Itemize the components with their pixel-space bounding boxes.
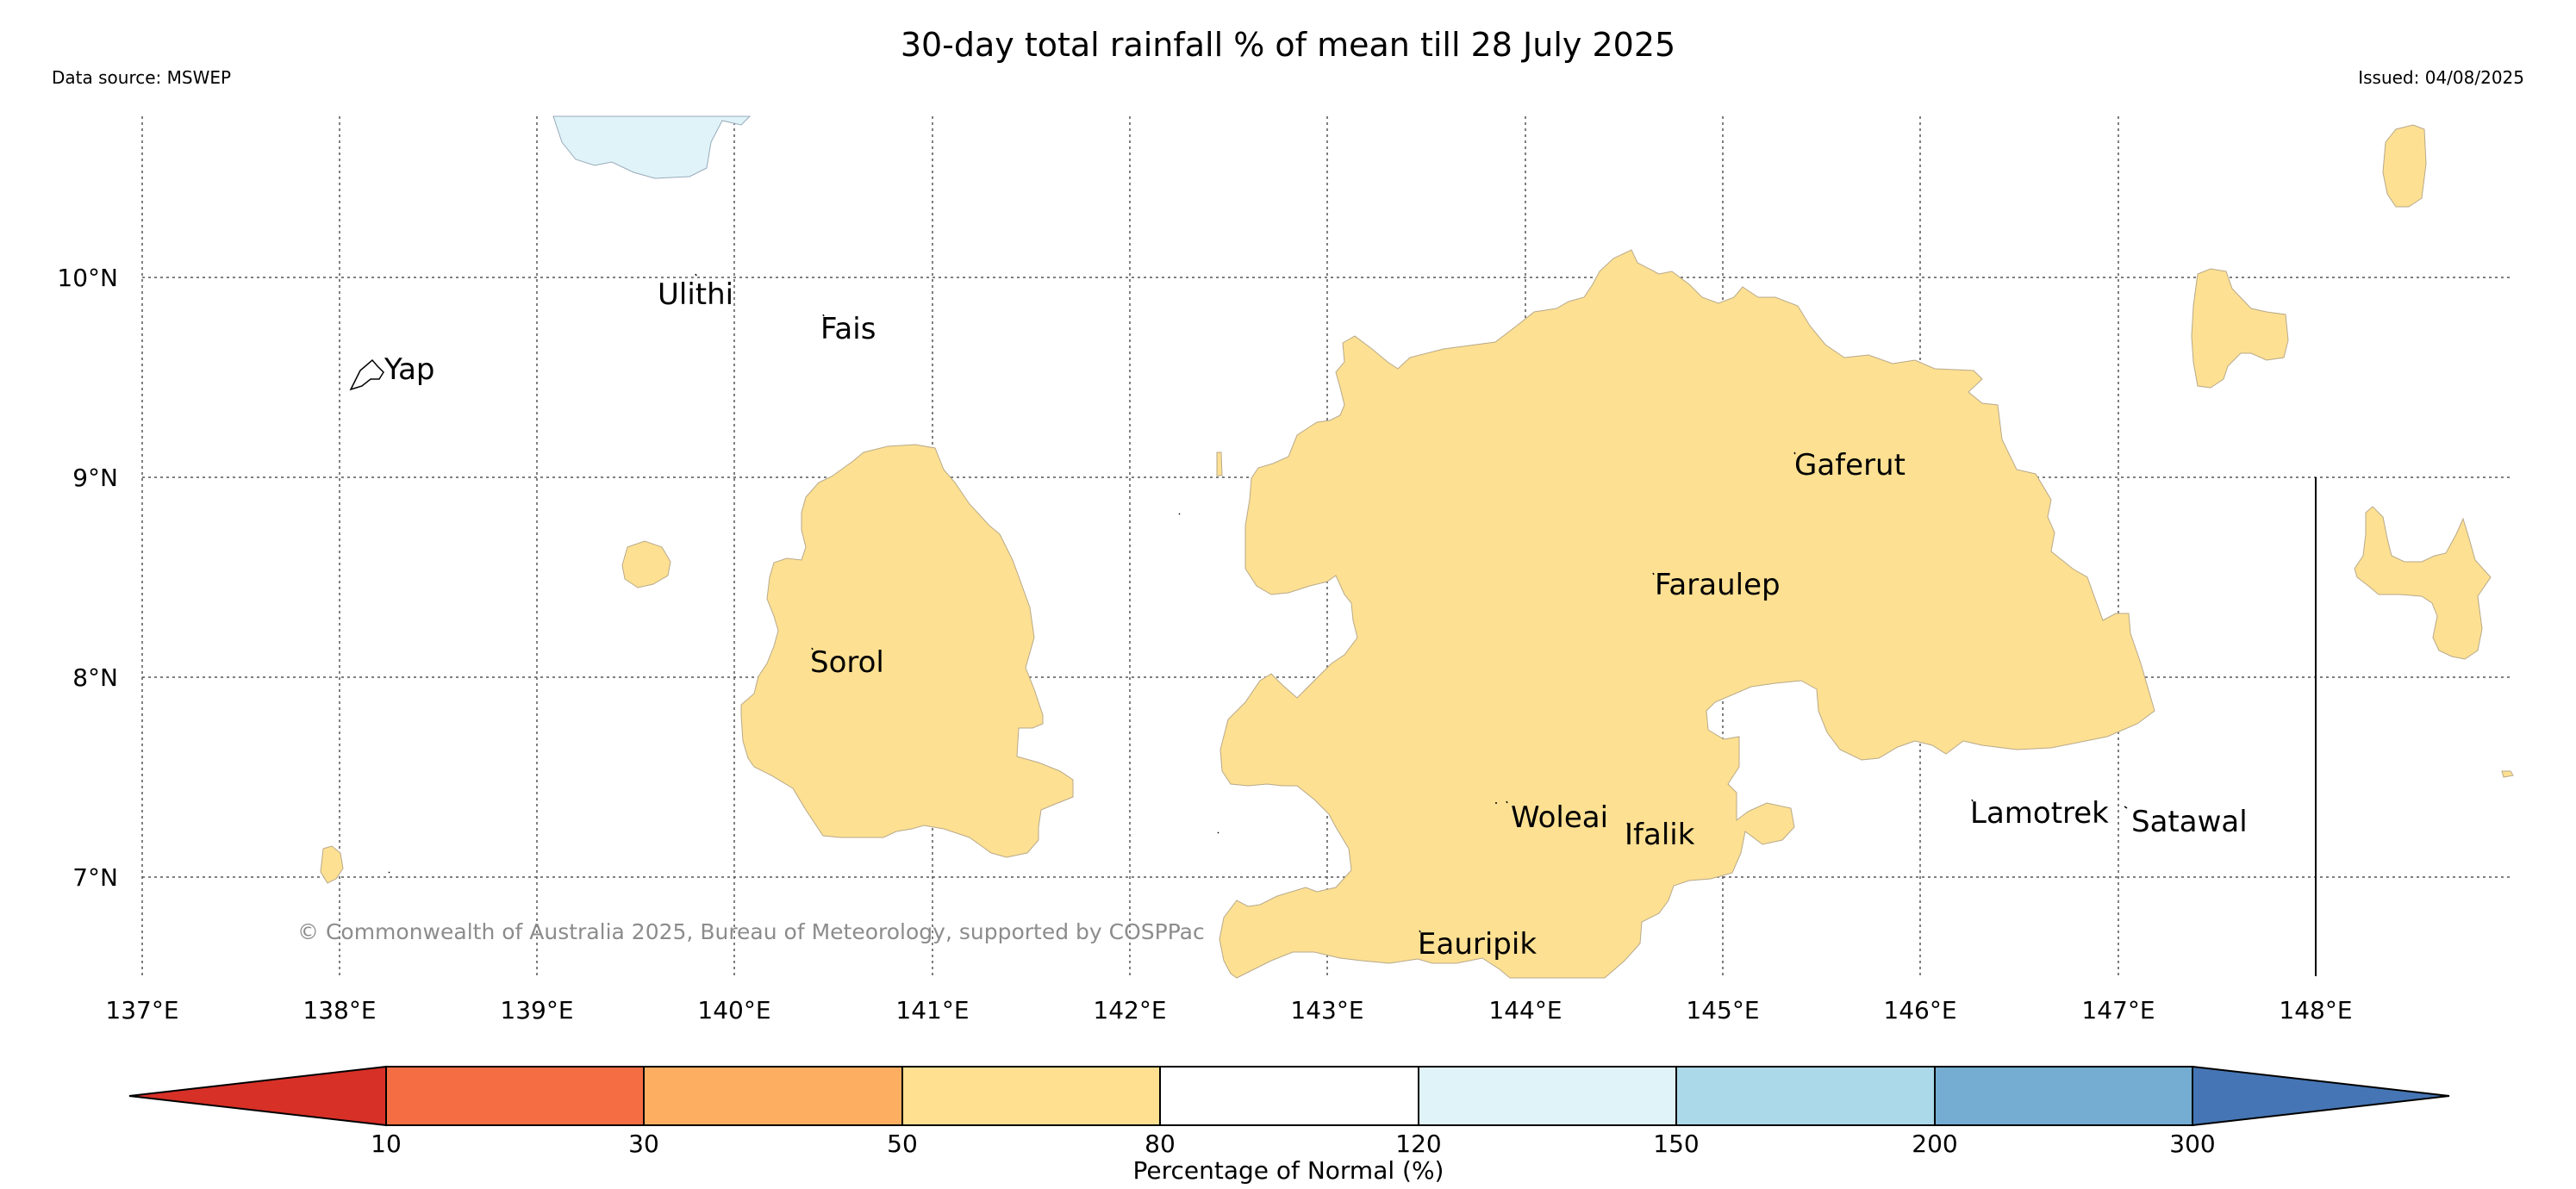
colorbar-label: Percentage of Normal (%) (1133, 1156, 1444, 1185)
colorbar-segments (128, 1065, 2450, 1127)
colorbar-bin-80-120 (1159, 1066, 1419, 1126)
place-label-lamotrek: Lamotrek (1970, 796, 2109, 831)
rainfall-area-sorol (740, 444, 1074, 858)
issued-date: Issued: 04/08/2025 (2358, 67, 2524, 88)
gaferut-dot (1793, 451, 1796, 455)
colorbar-bin-120-150 (1418, 1066, 1677, 1126)
lon-label: 147°E (2081, 996, 2155, 1024)
lon-label: 142°E (1093, 996, 1166, 1024)
rainfall-area-ne-mid (2191, 268, 2289, 389)
place-label-ifalik: Ifalik (1625, 818, 1695, 852)
colorbar-ticks: 10 30 50 80 120 150 200 300 (371, 1130, 2216, 1158)
place-label-faraulep: Faraulep (1655, 568, 1781, 602)
colorbar-tick: 120 (1395, 1130, 1441, 1158)
colorbar-bin-200-300 (1934, 1066, 2193, 1126)
copyright-notice: © Commonwealth of Australia 2025, Bureau… (297, 919, 1205, 944)
place-label-woleai: Woleai (1511, 800, 1608, 835)
colorbar-bin-30-50 (643, 1066, 903, 1126)
lon-label: 137°E (105, 996, 178, 1024)
colorbar-tick: 10 (371, 1130, 402, 1158)
lon-label: 143°E (1290, 996, 1363, 1024)
colorbar-extend-high (2192, 1065, 2450, 1127)
satawal-dot (2124, 806, 2128, 809)
colorbar-tick: 80 (1145, 1130, 1176, 1158)
place-label-fais: Fais (820, 312, 876, 346)
lon-label: 139°E (500, 996, 573, 1024)
lat-label: 8°N (72, 663, 118, 692)
colorbar-tick: 150 (1653, 1130, 1699, 1158)
data-source-note: Data source: MSWEP (52, 67, 232, 88)
faraulep-dot (1652, 572, 1655, 576)
place-label-sorol: Sorol (810, 645, 884, 680)
rainfall-area-central (1219, 249, 2155, 979)
tiny-dot-2 (1217, 831, 1219, 834)
lon-label: 141°E (895, 996, 969, 1024)
fais-dot (822, 314, 825, 317)
place-label-satawal: Satawal (2131, 805, 2248, 839)
place-label-yap: Yap (384, 352, 435, 387)
colorbar-tick: 30 (628, 1130, 659, 1158)
yap-outline (349, 358, 384, 391)
rainfall-area-sliver (2501, 770, 2514, 778)
lat-label: 7°N (72, 863, 118, 892)
lon-labels: 137°E 138°E 139°E 140°E 141°E 142°E 143°… (105, 996, 2352, 1024)
rainfall-area-120-150 (552, 115, 752, 179)
rainfall-area-ne-top (2382, 124, 2427, 208)
lon-label: 146°E (1883, 996, 1956, 1024)
tiny-dot-3 (388, 871, 390, 874)
island-markers (349, 273, 2128, 933)
lon-label: 144°E (1488, 996, 1562, 1024)
lon-label: 140°E (697, 996, 770, 1024)
lat-label: 9°N (72, 464, 118, 492)
lon-label: 148°E (2279, 996, 2352, 1024)
place-labels: Ulithi Fais Yap Gaferut Faraulep Sorol W… (384, 277, 2248, 962)
colorbar-tick: 300 (2169, 1130, 2215, 1158)
lon-label: 138°E (303, 996, 376, 1024)
place-label-ulithi: Ulithi (658, 277, 733, 312)
lamotrek-dot (1971, 799, 1974, 802)
colorbar-tick: 50 (887, 1130, 918, 1158)
eauripik-dot (1419, 930, 1421, 933)
rainfall-area-small-west (621, 540, 671, 588)
colorbar-extend-low (128, 1065, 387, 1127)
place-label-gaferut: Gaferut (1794, 448, 1905, 482)
rainfall-area-east (2354, 506, 2492, 660)
colorbar-bin-10-30 (385, 1066, 645, 1126)
woleai-dot-2 (1506, 800, 1508, 804)
lon-label: 145°E (1686, 996, 1759, 1024)
colorbar-bin-150-200 (1675, 1066, 1936, 1126)
map-title: 30-day total rainfall % of mean till 28 … (900, 26, 1676, 64)
colorbar-tick: 200 (1912, 1130, 1957, 1158)
rainfall-area-tiny (1216, 451, 1223, 476)
rainfall-areas-50-80 (320, 124, 2514, 979)
lat-labels: 10°N 9°N 8°N 7°N (57, 264, 118, 892)
place-label-eauripik: Eauripik (1418, 927, 1537, 962)
colorbar-bin-50-80 (901, 1066, 1161, 1126)
lat-label: 10°N (57, 264, 118, 292)
rainfall-area-yap-south (320, 845, 344, 884)
ulithi-dot (695, 273, 697, 277)
sorol-dot (811, 647, 814, 651)
ifalik-dot (1626, 822, 1629, 825)
